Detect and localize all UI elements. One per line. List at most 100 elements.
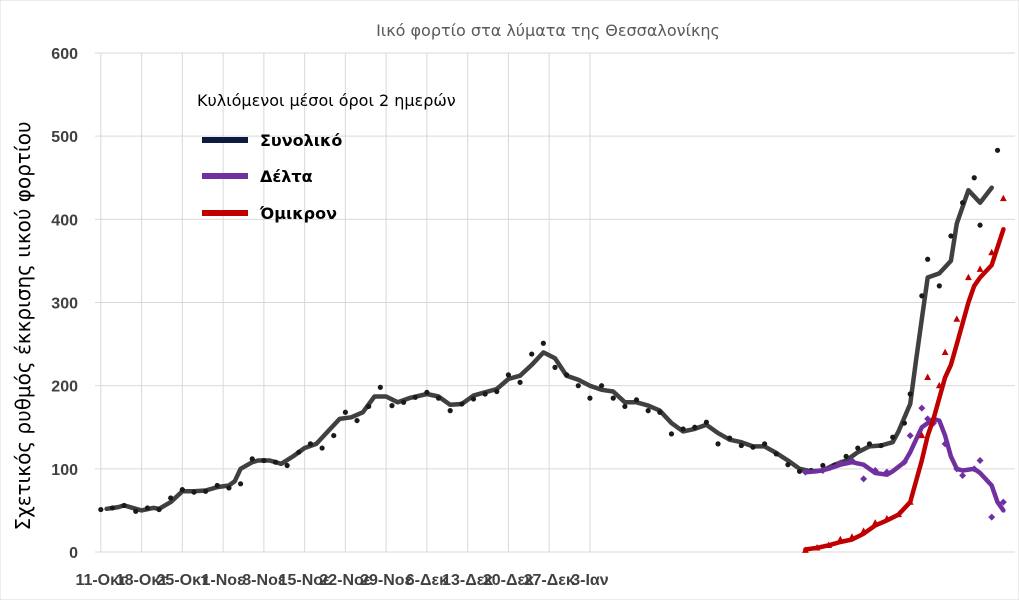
data-point <box>936 283 942 289</box>
data-point <box>284 462 290 469</box>
legend-title: Κυλιόμενοι μέσοι όροι 2 ημερών <box>197 91 456 110</box>
data-point <box>529 351 535 357</box>
data-point <box>976 265 984 272</box>
data-point <box>976 457 984 465</box>
data-point <box>948 233 954 239</box>
data-point <box>977 222 983 228</box>
data-point <box>901 420 907 426</box>
data-point <box>848 457 856 465</box>
data-point <box>860 527 868 534</box>
data-point <box>505 372 512 378</box>
data-point <box>941 348 949 355</box>
y-tick-label: 600 <box>51 46 78 63</box>
data-point <box>935 381 943 389</box>
gridlines <box>95 52 1015 553</box>
data-point <box>900 458 908 466</box>
data-point <box>953 465 961 473</box>
data-point <box>237 481 244 487</box>
data-point <box>249 456 255 462</box>
x-tick-label: 25-Οκτ <box>157 572 209 589</box>
data-point <box>587 395 593 401</box>
data-point <box>895 510 902 518</box>
data-point <box>965 273 972 281</box>
x-tick-label: 29-Νοε <box>360 572 412 589</box>
data-point <box>203 488 209 494</box>
x-tick-label: 8-Νοε <box>242 572 286 589</box>
data-point <box>214 482 220 489</box>
data-point <box>785 462 791 468</box>
data-point <box>133 508 139 514</box>
data-point <box>191 489 197 495</box>
data-point <box>727 435 733 441</box>
y-tick-label: 400 <box>51 212 78 229</box>
data-point <box>156 506 162 513</box>
data-point <box>296 449 302 455</box>
data-point <box>482 391 488 397</box>
data-point <box>540 340 546 346</box>
data-point <box>843 453 849 459</box>
data-point <box>633 397 640 403</box>
x-tick-label: 1-Νοε <box>202 572 246 589</box>
data-point <box>470 396 477 402</box>
data-point <box>517 379 523 385</box>
data-point <box>953 315 961 322</box>
series-line-omicron <box>803 227 1006 552</box>
data-point <box>813 544 821 551</box>
data-point <box>401 399 407 405</box>
data-point <box>226 485 232 491</box>
data-point <box>272 459 279 465</box>
data-point <box>883 514 891 522</box>
data-point <box>855 445 861 451</box>
data-point <box>354 417 360 424</box>
legend-label-omicron: Όμικρον <box>259 204 337 223</box>
data-point <box>836 535 844 543</box>
y-axis-ticks: 0 100 200 300 400 500 600 <box>51 46 78 562</box>
legend-label-delta: Δέλτα <box>260 167 313 186</box>
data-point <box>871 519 879 526</box>
data-point <box>179 487 185 493</box>
x-tick-label: 22-Νοε <box>319 572 371 589</box>
data-point <box>564 372 570 378</box>
data-point <box>959 471 967 479</box>
legend-label-synoliko: Συνολικό <box>260 131 342 150</box>
data-point <box>918 431 926 439</box>
data-point <box>703 419 709 425</box>
data-point <box>494 388 500 395</box>
data-point <box>890 434 896 440</box>
data-point <box>459 401 465 407</box>
data-point <box>924 415 932 423</box>
data-point <box>871 466 879 474</box>
data-point <box>645 408 651 414</box>
series-group <box>98 147 1007 553</box>
data-point <box>860 475 868 483</box>
data-point <box>970 465 978 473</box>
chart-title: Ιικό φορτίο στα λύματα της Θεσσαλονίκης <box>376 21 720 40</box>
series-delta <box>801 404 1007 521</box>
data-point <box>906 498 914 505</box>
data-point <box>925 256 931 262</box>
x-tick-label: 18-Οκτ <box>116 572 168 589</box>
data-point <box>907 391 913 397</box>
data-point <box>762 441 768 447</box>
data-point <box>999 194 1007 202</box>
x-tick-label: 20-Δεκ <box>483 572 534 589</box>
data-point <box>109 505 116 511</box>
data-point <box>319 445 325 451</box>
data-point <box>424 389 430 395</box>
data-point <box>924 373 932 380</box>
data-point <box>941 440 949 448</box>
y-tick-label: 500 <box>51 129 78 146</box>
data-point <box>98 506 104 513</box>
y-tick-label: 200 <box>51 379 78 396</box>
data-point <box>819 466 827 474</box>
x-tick-label: 11-Οκτ <box>75 572 126 589</box>
data-point <box>866 441 873 447</box>
data-point <box>801 546 809 553</box>
data-point <box>389 403 395 409</box>
data-point <box>796 468 803 474</box>
data-point <box>919 293 925 299</box>
y-tick-label: 300 <box>51 296 78 313</box>
data-point <box>715 441 721 447</box>
x-tick-label: 6-Δεκ <box>406 572 448 589</box>
